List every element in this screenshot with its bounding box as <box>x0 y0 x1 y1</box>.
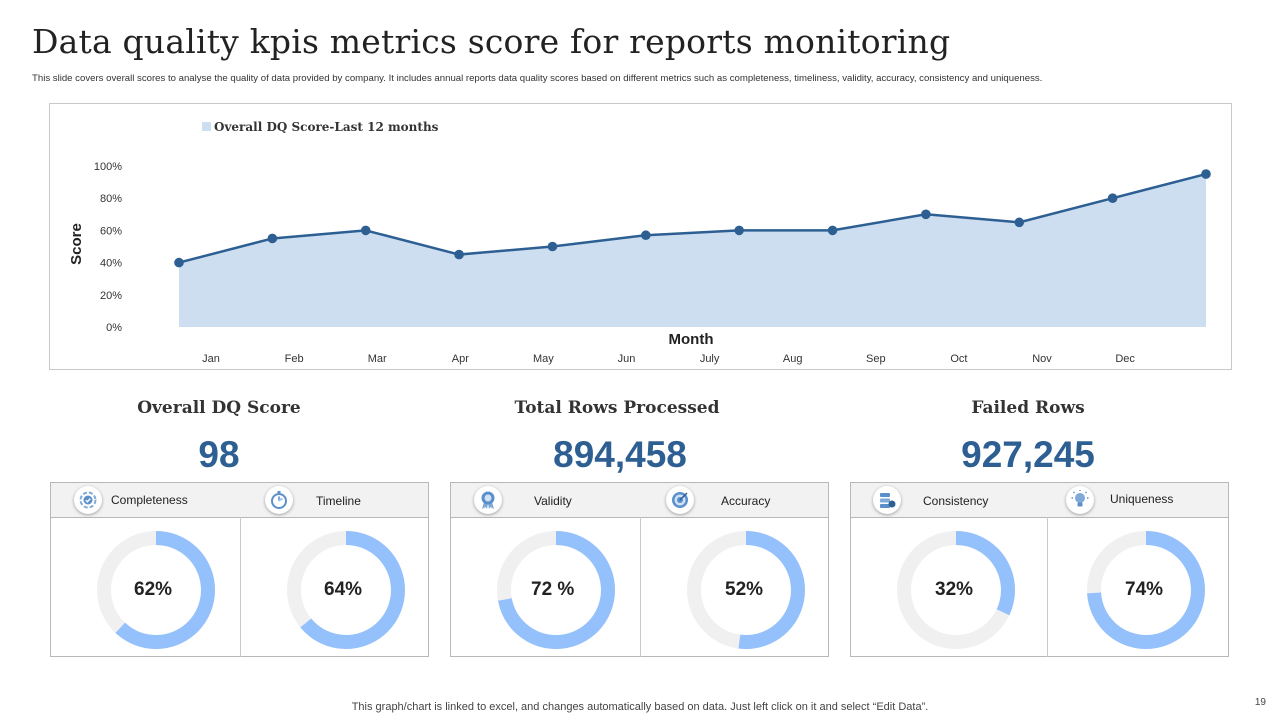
y-tick-label: 60% <box>100 225 122 237</box>
donut-value-arc <box>1087 531 1205 649</box>
donut-value-completeness: 62% <box>134 579 173 600</box>
kpi-panel-overall-dq-score: Completeness Timeline 62% 64% <box>50 482 429 657</box>
lightbulb-icon <box>1066 486 1094 514</box>
donut-value-arc <box>897 531 1015 649</box>
award-icon <box>474 486 502 514</box>
data-point-may <box>547 241 558 252</box>
footer-note: This graph/chart is linked to excel, and… <box>351 701 929 713</box>
area-fill <box>179 174 1206 327</box>
x-tick-label: Nov <box>1032 353 1052 365</box>
target-icon <box>666 486 694 514</box>
x-tick-label: Jun <box>618 353 636 365</box>
x-tick-label: Aug <box>783 353 803 365</box>
kpi-title-failed-rows: Failed Rows <box>971 398 1085 418</box>
series-line <box>178 172 1207 264</box>
donut-validity <box>497 531 615 649</box>
x-tick-label: Mar <box>368 353 387 365</box>
y-tick-label: 20% <box>100 290 122 302</box>
donut-timeline <box>287 531 405 649</box>
metric-label-consistency: Consistency <box>923 494 989 508</box>
data-point-oct <box>1014 217 1025 228</box>
donut-completeness <box>97 531 215 649</box>
data-point-jun <box>641 230 651 241</box>
y-tick-label: 40% <box>100 258 122 270</box>
x-tick-label: May <box>533 353 554 365</box>
data-point-jan <box>174 257 184 268</box>
donut-value-timeline: 64% <box>324 579 363 600</box>
metric-label-validity: Validity <box>534 494 572 508</box>
data-point-july <box>734 225 744 236</box>
legend-swatch <box>202 122 211 131</box>
panel-divider <box>240 517 241 657</box>
legend-label: Overall DQ Score-Last 12 months <box>214 120 439 134</box>
metric-label-accuracy: Accuracy <box>721 494 771 508</box>
data-point-feb <box>267 233 278 244</box>
x-tick-label: Apr <box>452 353 469 365</box>
donut-uniqueness <box>1087 531 1205 649</box>
donut-value-arc <box>497 531 615 649</box>
chart-container[interactable]: 0% 20% 40% 60% 80% 100% Jan Feb Mar Apr May Jun July… <box>49 103 1232 370</box>
y-tick-label: 0% <box>106 322 122 334</box>
kpi-title-total-rows-processed: Total Rows Processed <box>514 398 720 418</box>
page-number: 19 <box>1254 697 1266 708</box>
panel-header <box>51 483 428 518</box>
donut-value-consistency: 32% <box>935 579 974 600</box>
donut-value-uniqueness: 74% <box>1125 579 1164 600</box>
x-tick-label: Jan <box>202 353 220 365</box>
y-axis-title: Score <box>68 223 85 265</box>
metric-label-completeness: Completeness <box>111 493 188 507</box>
y-tick-label: 80% <box>100 193 122 205</box>
kpi-panel-total-rows-processed: Validity Accuracy 72 % 52% <box>450 482 829 657</box>
metric-label-timeline: Timeline <box>316 494 361 508</box>
database-icon <box>873 486 901 514</box>
x-tick-label: July <box>700 353 720 365</box>
data-point-aug <box>827 225 838 236</box>
x-tick-label: Dec <box>1115 353 1135 365</box>
panel-divider <box>640 517 641 657</box>
metric-label-uniqueness: Uniqueness <box>1110 492 1174 506</box>
x-axis-title: Month <box>669 331 714 348</box>
donut-value-accuracy: 52% <box>725 579 764 600</box>
donut-value-validity: 72 % <box>531 579 575 600</box>
data-point-apr <box>454 249 464 260</box>
check-badge-icon <box>74 486 102 514</box>
kpi-value-total-rows-processed: 894,458 <box>553 434 687 475</box>
data-point-mar <box>360 225 371 236</box>
donut-consistency <box>897 531 1015 649</box>
data-point-nov <box>1107 193 1118 203</box>
data-point-sep <box>921 209 931 220</box>
x-tick-label: Oct <box>950 353 967 365</box>
x-tick-label: Sep <box>866 353 886 365</box>
x-tick-label: Feb <box>285 353 304 365</box>
kpi-value-failed-rows: 927,245 <box>961 434 1095 475</box>
area-chart[interactable]: 0% 20% 40% 60% 80% 100% Jan Feb Mar Apr May Jun July… <box>50 104 1233 371</box>
page-subtitle: This slide covers overall scores to anal… <box>32 73 1043 84</box>
panel-divider <box>1047 517 1048 657</box>
kpi-title-overall-dq-score: Overall DQ Score <box>137 398 301 418</box>
panel-header <box>851 483 1228 518</box>
donut-value-arc <box>97 531 215 649</box>
data-point-dec <box>1201 169 1211 179</box>
donut-accuracy <box>687 531 805 649</box>
kpi-panel-failed-rows: Consistency Uniqueness 32% 74% <box>850 482 1229 657</box>
panel-header <box>451 483 828 518</box>
donut-value-arc <box>287 531 405 649</box>
y-tick-label: 100% <box>94 161 122 173</box>
kpi-value-overall-dq-score: 98 <box>198 434 240 475</box>
donut-value-arc <box>687 531 805 649</box>
page-title: Data quality kpis metrics score for repo… <box>32 22 951 61</box>
stopwatch-icon <box>265 486 293 514</box>
